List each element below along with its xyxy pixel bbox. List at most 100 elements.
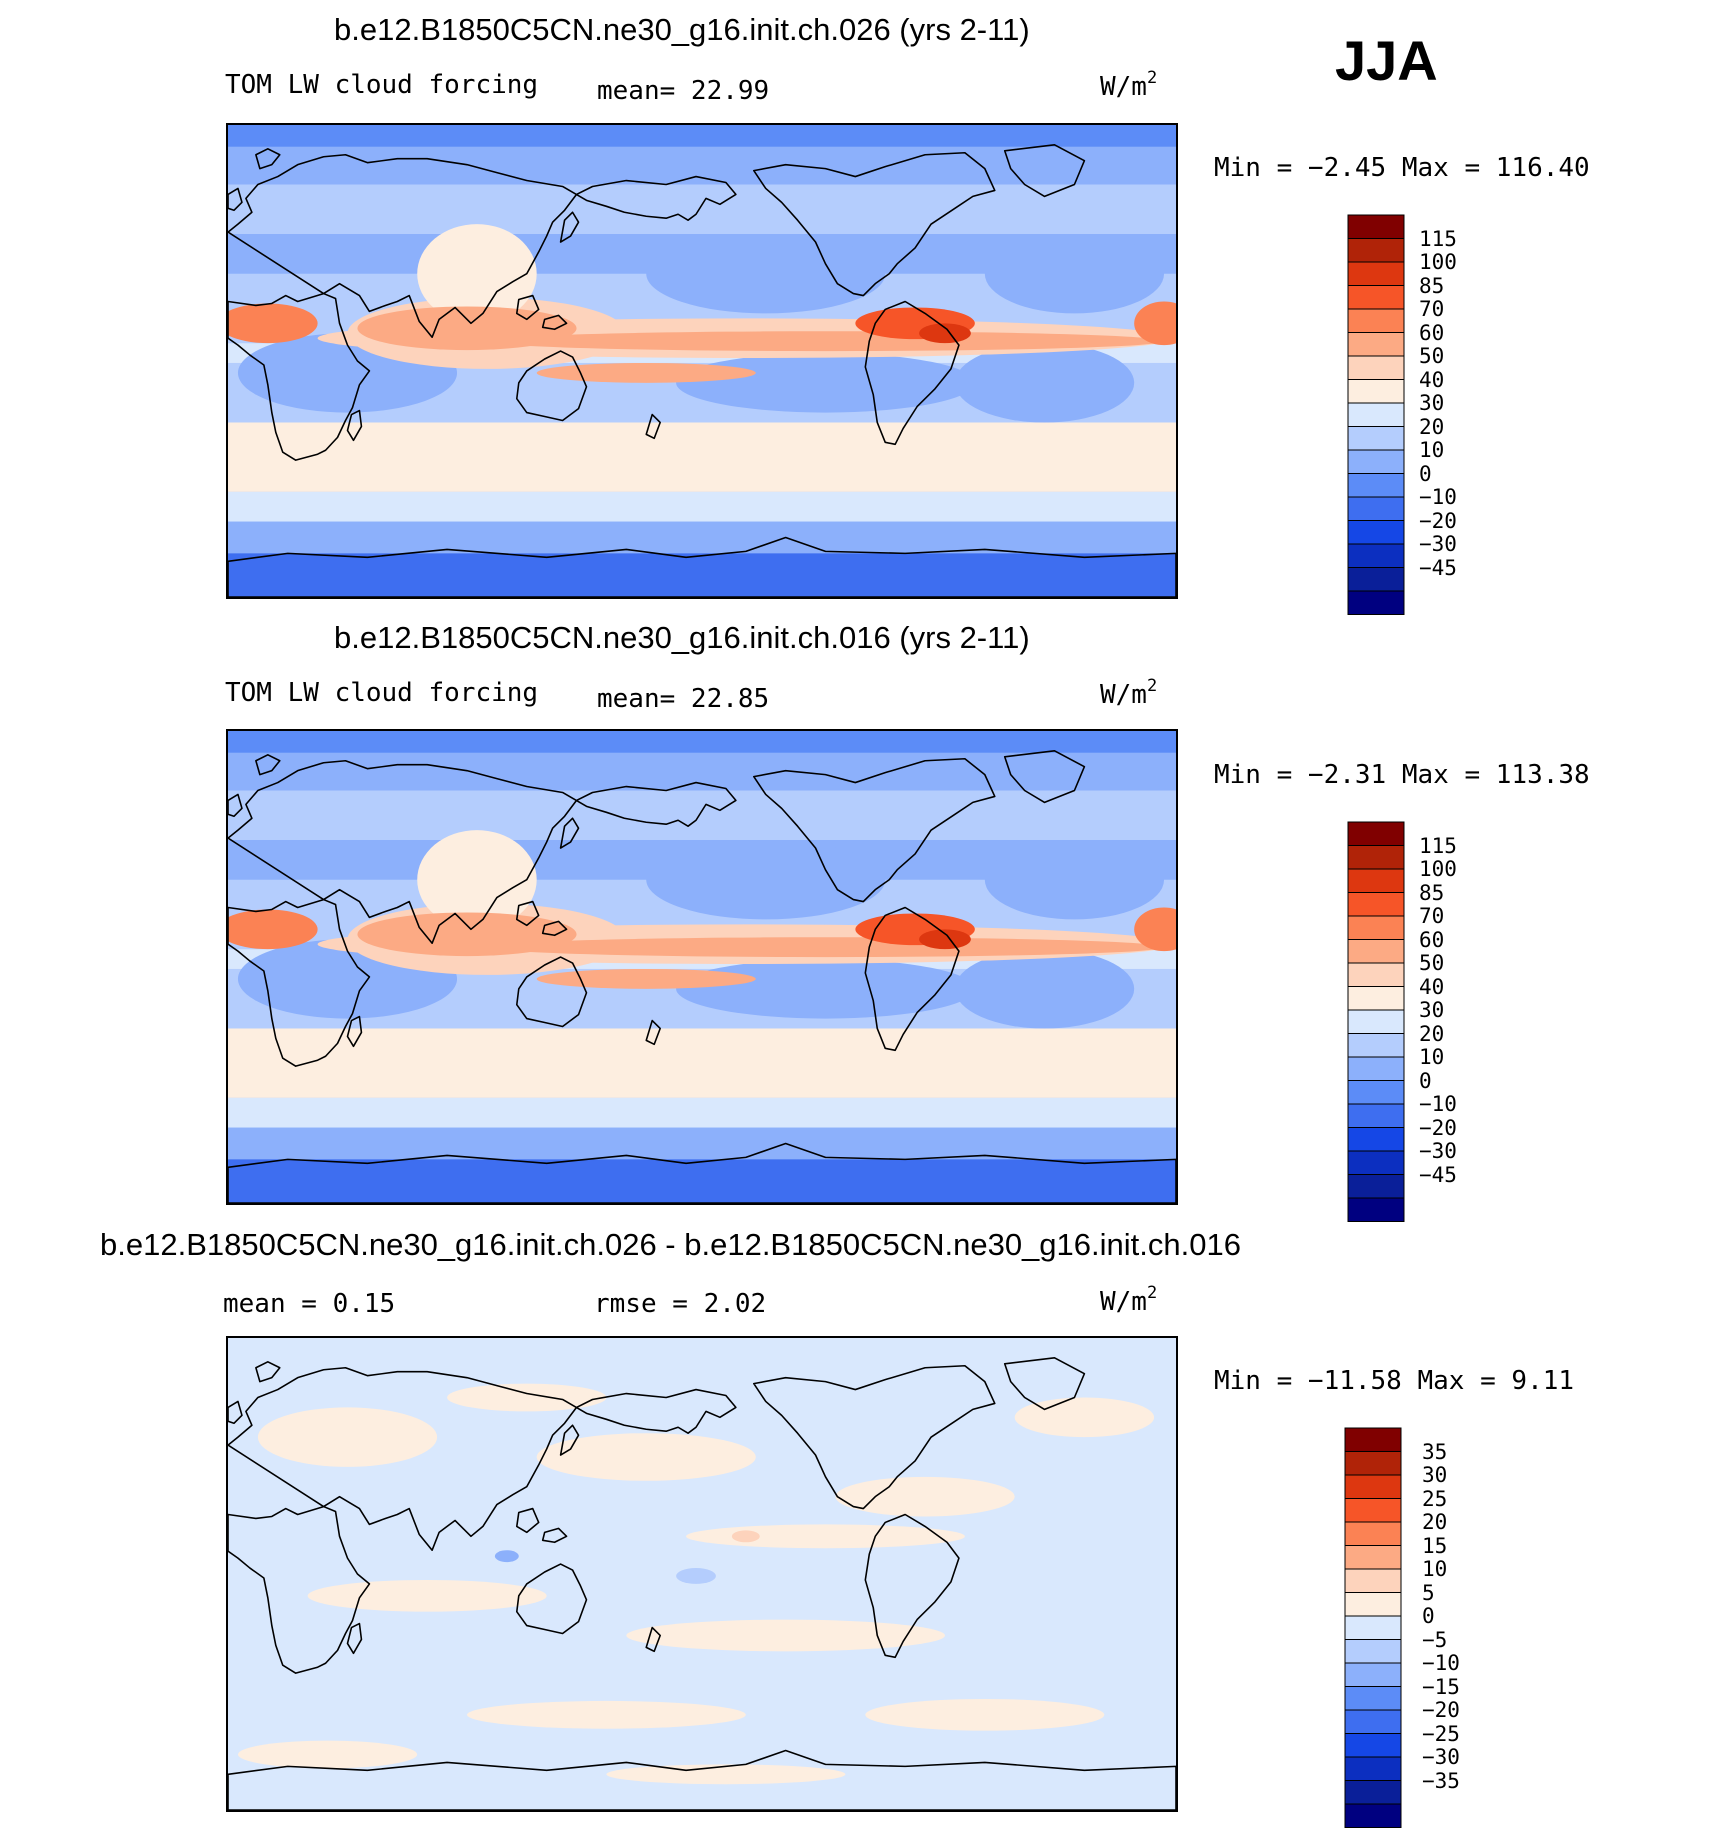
colorbar-tick-label: 115 [1419,226,1457,251]
contour-field [626,1619,945,1652]
colorbar-swatch [1347,915,1405,940]
colorbar-swatch [1347,379,1405,404]
coastline [559,1424,580,1456]
coastline [515,956,588,1028]
contour-field [686,1524,965,1549]
colorbar-swatch [1347,986,1405,1011]
colorbar-tick-label: −20 [1419,508,1457,533]
colorbar-swatch [1347,543,1405,568]
contour-band [228,1028,1176,1098]
coastline [515,900,540,927]
colorbar-swatch [1344,1545,1402,1570]
contour-field [536,362,756,383]
colorbar-tick-label: −20 [1422,1698,1460,1722]
map-svg [228,125,1176,597]
colorbar-tick-label: 0 [1419,1068,1432,1093]
contour-field [835,1476,1015,1517]
colorbar-tick-label: 20 [1419,414,1445,439]
contour-band [228,752,1176,791]
colorbar-tick-label: 10 [1419,438,1445,462]
coastline [752,1364,996,1510]
coastline [228,1400,243,1425]
colorbar-swatch [1344,1521,1402,1546]
coastline [645,413,661,440]
contour-field [494,1550,519,1563]
contour-band [228,125,1176,147]
colorbar-swatch [1344,1592,1402,1617]
contour-band [228,790,1176,841]
colorbar-tick-label: 30 [1419,998,1445,1022]
colorbar-swatch [1344,1568,1402,1593]
colorbar-tick-label: 60 [1419,927,1445,952]
colorbar-swatch [1347,567,1405,592]
contour-field [984,234,1165,314]
colorbar-swatch [1347,845,1405,870]
panel-1-mean: mean= 22.99 [597,76,770,106]
panel-1-title: b.e12.B1850C5CN.ne30_g16.init.ch.026 (yr… [334,12,1030,47]
colorbar-tick-label: 40 [1419,974,1445,999]
colorbar-tick-label: −30 [1419,1139,1457,1163]
colorbar-swatch [1347,261,1405,286]
colorbar-swatch [1347,496,1405,521]
colorbar-swatch [1344,1780,1402,1805]
colorbar-tick-label: 40 [1419,367,1445,392]
colorbar-tick-label: 70 [1419,904,1445,928]
panel-2-title: b.e12.B1850C5CN.ne30_g16.init.ch.016 (yr… [334,620,1030,655]
coastline [645,1019,661,1046]
contour-field [357,912,577,957]
contour-band [228,422,1176,492]
colorbar-swatch [1347,520,1405,545]
coastline [515,294,540,321]
colorbar-swatch [1344,1733,1402,1758]
colorbar-swatch [1344,1803,1402,1828]
colorbar-svg [1344,1427,1402,1828]
panel-2-colorbar [1347,821,1405,1223]
colorbar-tick-label: −25 [1422,1721,1460,1746]
coastline [645,1626,661,1653]
coastline [255,754,281,776]
contour-field [954,343,1135,423]
contour-band [228,1097,1176,1128]
contour-field [646,840,886,920]
coastline [228,1749,1176,1810]
contour-field [486,937,1165,958]
panel-2-variable-label: TOM LW cloud forcing [225,678,539,708]
contour-field [676,1568,716,1584]
colorbar-swatch [1347,308,1405,333]
colorbar-tick-label: −30 [1419,532,1457,556]
coastline [228,759,737,944]
coastline [515,1507,540,1534]
contour-field [307,1579,547,1612]
coastline [864,300,960,446]
contour-field [417,224,537,324]
panel-3-units: W/m2 [1100,1283,1158,1317]
coastline [228,1366,737,1551]
coastline [541,314,568,331]
colorbar-tick-label: 30 [1422,1463,1448,1487]
contour-field [919,929,971,950]
colorbar-tick-label: 25 [1422,1486,1448,1511]
panel-2-mean: mean= 22.85 [597,684,770,714]
colorbar-tick-label: 50 [1419,344,1445,368]
panel-3-map [226,1336,1178,1812]
panel-3-mean: mean = 0.15 [223,1289,396,1319]
contour-field [606,1764,846,1785]
colorbar-tick-label: −35 [1422,1768,1460,1793]
colorbar-swatch [1347,1009,1405,1034]
contour-band [228,491,1176,522]
contour-field [466,1700,746,1729]
contour-field [1134,301,1176,346]
contour-field [865,1698,1105,1731]
contour-field [417,830,537,930]
contour-field [486,331,1165,352]
colorbar-swatch [1344,1427,1402,1452]
panel-2-units: W/m2 [1100,676,1158,710]
colorbar-svg [1347,214,1405,615]
contour-band [228,553,1176,597]
colorbar-tick-label: 85 [1419,273,1445,298]
coastline [541,1527,568,1544]
colorbar-swatch [1347,1174,1405,1199]
colorbar-tick-label: 20 [1419,1021,1445,1046]
colorbar-swatch [1347,1056,1405,1081]
